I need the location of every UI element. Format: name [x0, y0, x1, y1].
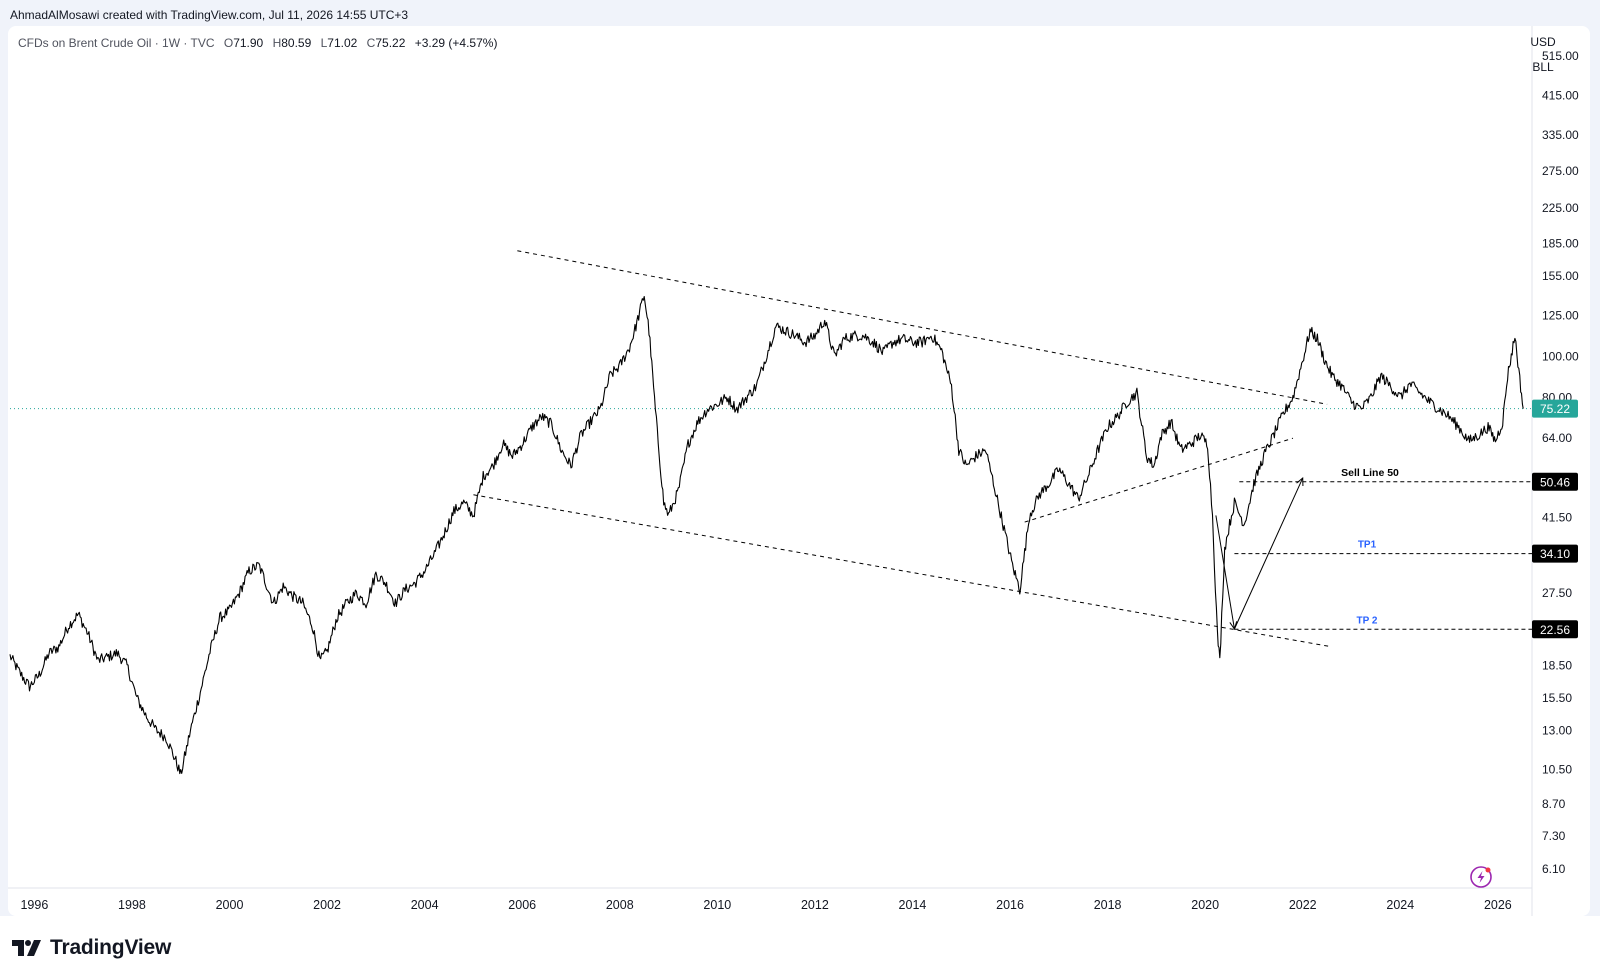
tp2-badge: [1532, 620, 1578, 639]
time-tick-label: 2018: [1094, 898, 1122, 912]
price-tick-label: 185.00: [1542, 237, 1579, 251]
chart-annotations: Sell Line 50 TP1 TP 2: [473, 250, 1532, 648]
price-tick-label: 100.00: [1542, 349, 1579, 363]
price-tick-label: 64.00: [1542, 431, 1572, 445]
time-tick-label: 2012: [801, 898, 829, 912]
lightning-bolt-icon[interactable]: [1470, 866, 1492, 888]
arrow-up: [1233, 477, 1304, 630]
symbol-header: CFDs on Brent Crude Oil · 1W · TVC O71.9…: [18, 36, 497, 50]
tp2-label: TP 2: [1357, 615, 1378, 626]
time-tick-label: 2014: [899, 898, 927, 912]
price-tick-label: 6.10: [1542, 862, 1566, 876]
open-value: 71.90: [233, 36, 264, 50]
time-tick-label: 2000: [216, 898, 244, 912]
time-tick-label: 2016: [996, 898, 1024, 912]
time-tick-label: 2024: [1386, 898, 1414, 912]
high-value: 80.59: [281, 36, 312, 50]
close-value: 75.22: [375, 36, 406, 50]
time-tick-label: 2026: [1484, 898, 1512, 912]
currency-label[interactable]: USD: [1530, 35, 1556, 49]
price-tick-label: 8.70: [1542, 797, 1566, 811]
price-tick-label: 27.50: [1542, 586, 1572, 600]
chart-panel[interactable]: [8, 26, 1590, 916]
price-tick-label: 275.00: [1542, 164, 1579, 178]
current-price-badge-text: 75.22: [1540, 402, 1570, 416]
low-key: L: [320, 36, 328, 50]
time-tick-label: 2002: [313, 898, 341, 912]
time-tick-label: 1996: [20, 898, 48, 912]
tradingview-logo-icon: [12, 940, 41, 956]
channel-lower-line: [473, 494, 1333, 648]
support-trend-line: [1024, 437, 1294, 523]
price-line: [9, 295, 1524, 775]
time-tick-label: 2008: [606, 898, 634, 912]
change-value: +3.29 (+4.57%): [414, 36, 498, 50]
time-tick-label: 2004: [411, 898, 439, 912]
tp1-badge-text: 34.10: [1540, 547, 1570, 561]
price-tick-label: 13.00: [1542, 723, 1572, 737]
author-credit: AhmadAlMosawi created with TradingView.c…: [10, 8, 409, 22]
price-tick-label: 225.00: [1542, 201, 1579, 215]
tp1-badge: [1532, 544, 1578, 563]
price-tick-label: 7.30: [1542, 829, 1566, 843]
price-axis[interactable]: 515.00 415.00 335.00 275.00 225.00 185.00 155.…: [1532, 49, 1579, 876]
price-tick-label: 415.00: [1542, 89, 1579, 103]
price-tick-label: 41.50: [1542, 511, 1572, 525]
price-tick-label: 515.00: [1542, 49, 1579, 63]
current-price-badge: [1532, 399, 1578, 418]
time-axis[interactable]: 1996 1998 2000 2002 2004 2006 2008 2010 2012 2014…: [20, 898, 1511, 912]
unit-label[interactable]: BLL: [1532, 60, 1554, 74]
time-tick-label: 1998: [118, 898, 146, 912]
price-tick-label: 155.00: [1542, 269, 1579, 283]
price-tick-label: 10.50: [1542, 762, 1572, 776]
sell-line-badge: [1532, 472, 1578, 491]
price-tick-label: 15.50: [1542, 691, 1572, 705]
price-tick-label: 335.00: [1542, 128, 1579, 142]
price-tick-label: 125.00: [1542, 309, 1579, 323]
time-tick-label: 2020: [1191, 898, 1219, 912]
low-value: 71.02: [327, 36, 358, 50]
tradingview-brand[interactable]: TradingView: [12, 936, 171, 960]
sell-line-label: Sell Line 50: [1341, 467, 1399, 479]
time-tick-label: 2006: [508, 898, 536, 912]
sell-line-badge-text: 50.46: [1540, 475, 1570, 489]
price-series: [9, 295, 1524, 775]
footer-bar: [0, 916, 1600, 974]
close-key: C: [366, 36, 376, 50]
arrow-down: [1215, 515, 1235, 630]
time-tick-label: 2022: [1289, 898, 1317, 912]
symbol-title[interactable]: CFDs on Brent Crude Oil · 1W · TVC: [18, 36, 215, 50]
chart-guides: [8, 26, 1533, 916]
tradingview-logo-text: TradingView: [50, 936, 172, 959]
tp2-badge-text: 22.56: [1540, 623, 1570, 637]
high-key: H: [272, 36, 282, 50]
price-tick-label: 18.50: [1542, 659, 1572, 673]
channel-upper-line: [517, 250, 1328, 405]
tp1-label: TP1: [1358, 540, 1377, 551]
open-key: O: [223, 36, 234, 50]
time-tick-label: 2010: [703, 898, 731, 912]
